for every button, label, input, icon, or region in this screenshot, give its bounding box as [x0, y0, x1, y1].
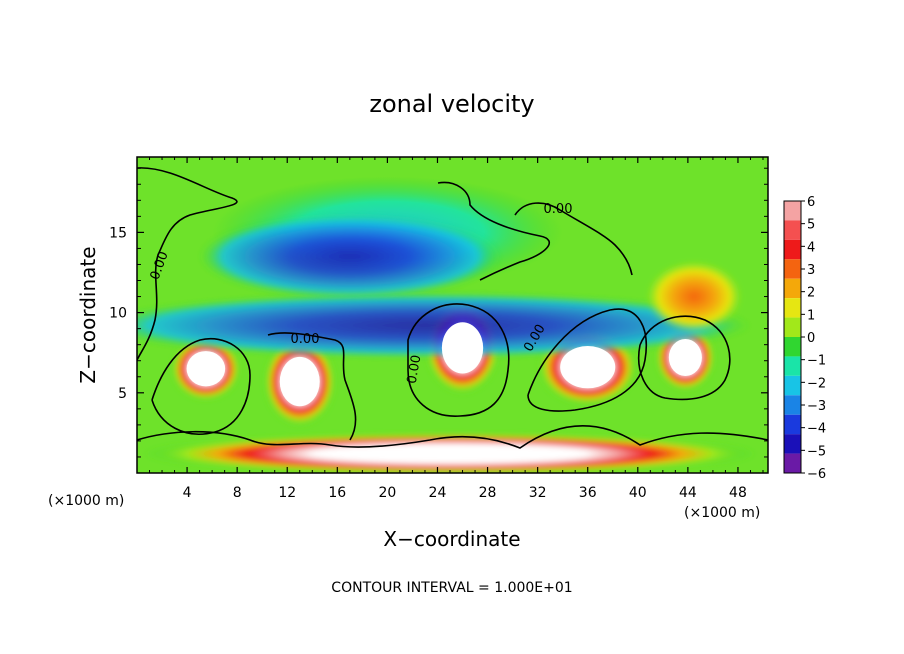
contour-line-core3 [407, 303, 510, 417]
y-tick-label: 15 [109, 225, 127, 241]
field-core-white [668, 338, 702, 377]
plot-frame [136, 156, 769, 474]
x-tick-label: 16 [328, 485, 346, 501]
field-region-positive-upper [646, 261, 742, 332]
colorbar-swatch [784, 298, 801, 318]
colorbar-label: −5 [807, 444, 826, 459]
y-ticks: 5 10 15 [109, 167, 768, 458]
colorbar-label: 5 [807, 218, 815, 233]
y-tick-label: 5 [118, 386, 127, 402]
colorbar-label: −4 [807, 422, 826, 437]
contour-label-1: 0.00 [291, 332, 320, 347]
colorbar-label: 6 [807, 195, 815, 210]
x-unit-right: (×1000 m) [684, 505, 760, 521]
x-tick-label: 12 [278, 485, 296, 501]
field-region-negative-band [199, 214, 501, 299]
x-tick-label: 28 [479, 485, 497, 501]
field-region-positive-band [143, 432, 757, 473]
contour-line-bottom [137, 425, 768, 449]
x-tick-label: 36 [579, 485, 597, 501]
colorbar-swatch [784, 395, 801, 415]
field-region-negative-band [137, 293, 751, 358]
chart-title: zonal velocity [369, 90, 534, 118]
colorbar-swatch [784, 239, 801, 260]
x-unit-left: (×1000 m) [48, 493, 124, 509]
contour-labels: 0.00 0.00 0.00 0.00 0.00 [148, 202, 573, 385]
contour-line-core1 [151, 337, 251, 435]
colorbar-swatch [784, 278, 801, 299]
x-tick-label: 8 [233, 485, 242, 501]
contour-line-core4 [527, 308, 647, 412]
contour-interval-note: CONTOUR INTERVAL = 1.000E+01 [331, 580, 572, 596]
colorbar-label: 1 [807, 308, 815, 323]
contour-line-right-top [514, 202, 633, 276]
field-core-white [441, 322, 484, 374]
colorbar-swatch [784, 356, 801, 376]
x-tick-label: 24 [429, 485, 447, 501]
colorbar-label: 0 [807, 331, 815, 346]
colorbar-label: −1 [807, 354, 826, 369]
contour-line-upper [137, 167, 238, 361]
plot-area: 0.00 0.00 0.00 0.00 0.00 4 8 12 16 20 24 28 32 3… [109, 156, 769, 501]
colorbar-label: 3 [807, 263, 815, 278]
colorbar-swatch [784, 434, 801, 454]
y-tick-label: 10 [109, 306, 127, 322]
colorbar-swatch [784, 317, 801, 337]
colorbar: 6 5 4 3 2 1 0 −1 −2 −3 −4 −5 −6 [783, 195, 826, 482]
field-core-white [279, 356, 320, 407]
colorbar-label: 2 [807, 286, 815, 301]
contour-line-core5 [638, 315, 731, 401]
field-core-white [186, 351, 226, 387]
colorbar-label: 4 [807, 240, 815, 255]
x-axis-label: X−coordinate [383, 527, 520, 551]
contour-label-2: 0.00 [544, 202, 573, 217]
y-axis-label: Z−coordinate [76, 246, 100, 383]
colorbar-swatch [784, 201, 801, 221]
x-tick-label: 32 [529, 485, 547, 501]
colorbar-swatch [784, 375, 801, 396]
x-tick-label: 40 [629, 485, 647, 501]
colorbar-label: −3 [807, 399, 826, 414]
colorbar-swatch [784, 453, 801, 473]
field-core-white [560, 345, 616, 389]
contour-label-4: 0.00 [405, 354, 425, 385]
contour-line-top [437, 181, 551, 281]
colorbar-label: −6 [807, 467, 826, 482]
x-tick-label: 20 [378, 485, 396, 501]
x-ticks: 4 8 12 16 20 24 28 32 36 40 44 48 [149, 157, 764, 501]
colorbar-swatch [784, 414, 801, 435]
x-tick-label: 4 [183, 485, 192, 501]
colorbar-swatch [784, 220, 801, 240]
colorbar-label: −2 [807, 376, 826, 391]
colorbar-swatch [784, 259, 801, 279]
contour-line-mid [267, 332, 357, 441]
velocity-field [137, 176, 757, 473]
x-tick-label: 48 [729, 485, 747, 501]
x-tick-label: 44 [679, 485, 697, 501]
colorbar-swatch [784, 337, 801, 357]
zero-contours [137, 167, 768, 449]
